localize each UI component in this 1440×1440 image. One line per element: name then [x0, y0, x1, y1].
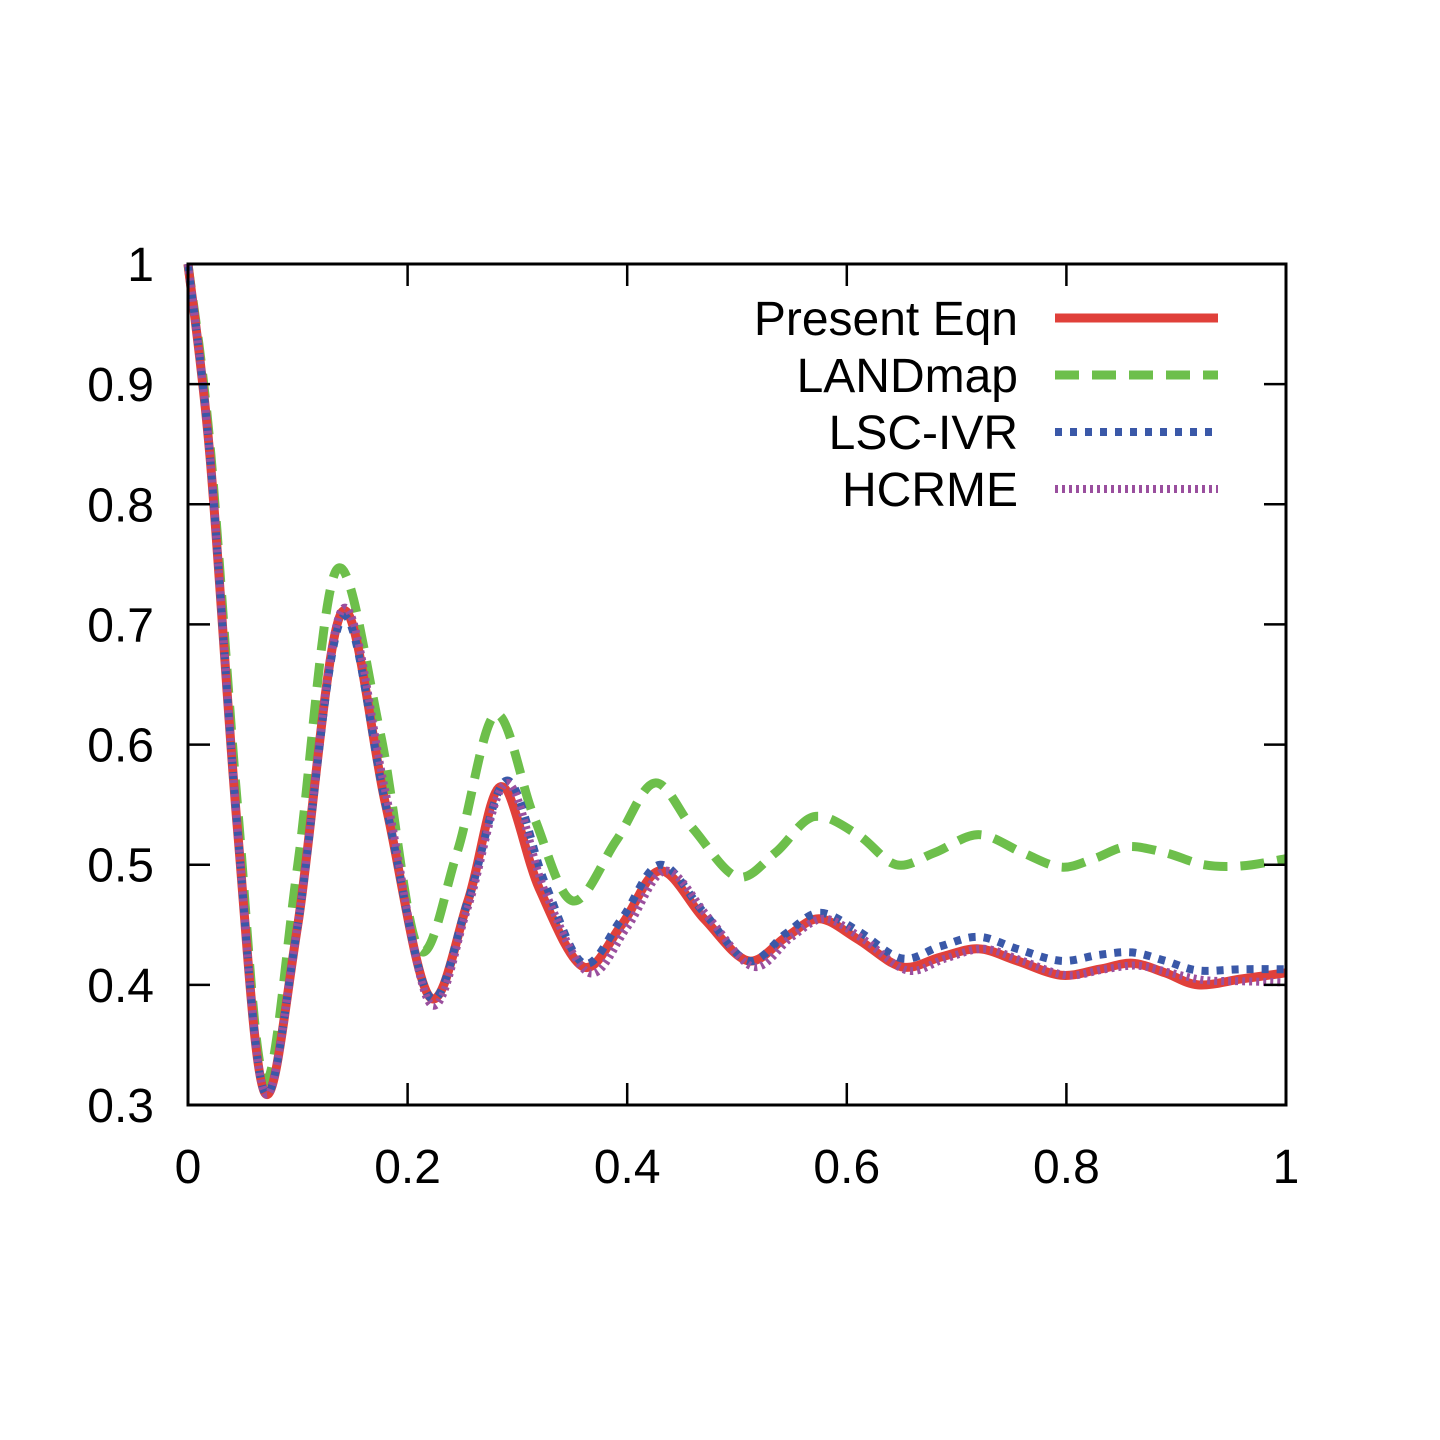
plot-border: [186, 262, 1288, 1107]
y-tick-label: 1: [127, 239, 154, 292]
series-line-hcrme: [184, 263, 1287, 1099]
y-tick-label: 0.8: [87, 479, 154, 532]
y-tick-label: 0.6: [87, 720, 154, 773]
legend-label-hcrme: HCRME: [842, 464, 1018, 517]
plot-frame: [186, 262, 1288, 1107]
series-line-landmap: [183, 263, 1287, 1086]
y-tick-label: 0.4: [87, 960, 154, 1013]
x-tick-label: 0.4: [594, 1141, 661, 1194]
y-tick-label: 0.9: [87, 359, 154, 412]
legend-label-landmap: LANDmap: [797, 350, 1018, 403]
axis-ticks: 0 0.2 0.4 0.6 0.8 1 0.3 0.4 0.5 0.6 0.7 0.8 0.9 1: [87, 239, 1299, 1194]
x-tick-label: 0.6: [813, 1141, 880, 1194]
series-layer: [183, 263, 1287, 1100]
x-tick-label: 0.8: [1033, 1141, 1100, 1194]
x-tick-label: 0.2: [374, 1141, 441, 1194]
y-tick-label: 0.5: [87, 840, 154, 893]
legend-label-lsc-ivr: LSC-IVR: [829, 407, 1018, 460]
x-tick-label: 1: [1273, 1141, 1300, 1194]
y-tick-label: 0.3: [87, 1080, 154, 1133]
x-tick-label: 0: [175, 1141, 202, 1194]
series-line-lsc-ivr: [184, 263, 1287, 1099]
y-tick-label: 0.7: [87, 599, 154, 652]
legend-label-present-eqn: Present Eqn: [754, 293, 1018, 346]
